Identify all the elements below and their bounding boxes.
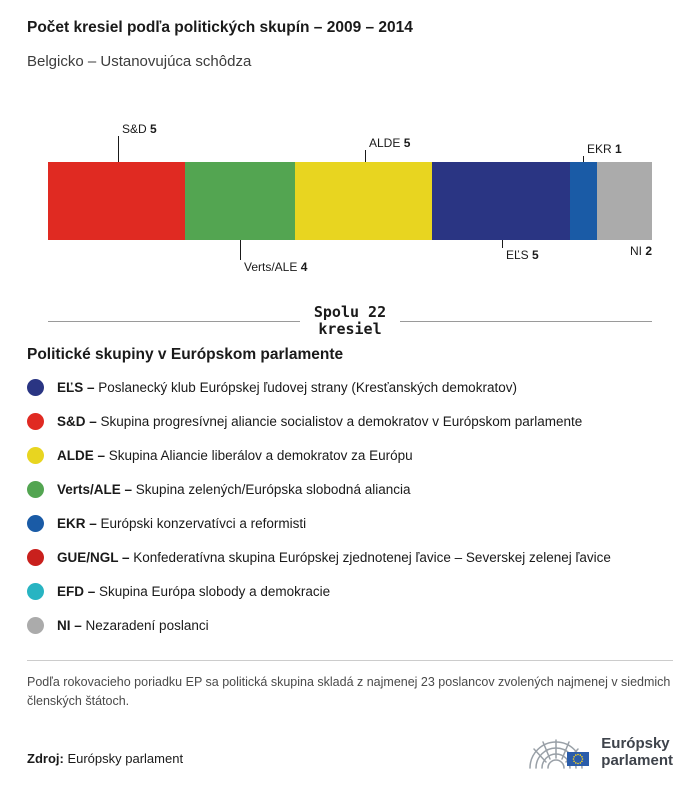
verts-ale-color-dot: [27, 480, 44, 498]
bar-segment-alde: [295, 162, 433, 240]
callout-ekr-line: [583, 156, 584, 162]
ep-logo-text-line1: Európsky: [601, 734, 670, 752]
gue-ngl-color-dot: [27, 548, 44, 566]
total-seats-line1: Spolu 22: [313, 303, 387, 321]
callout-ekr-label: EKR 1: [587, 142, 622, 156]
callout-verts-ale-label: Verts/ALE 4: [244, 260, 308, 274]
legend-item-ni: NI – Nezaradení poslanci: [27, 608, 673, 642]
bottom-row: Zdroj: Európsky parlament: [27, 732, 673, 772]
ep-logo-text-line2: parlament: [601, 751, 673, 769]
callout-ni-label: NI 2: [629, 244, 652, 258]
legend-item-alde: ALDE – Skupina Aliancie liberálov a demo…: [27, 438, 673, 472]
stacked-bar: [48, 162, 652, 240]
legend-item-text: GUE/NGL – Konfederatívna skupina Európsk…: [57, 549, 611, 565]
source-line: Zdroj: Európsky parlament: [27, 751, 183, 766]
callout-els-label: EĽS 5: [506, 248, 539, 262]
source-value: Európsky parlament: [67, 750, 184, 766]
total-seats-line2: kresiel: [318, 320, 382, 338]
seats-chart: S&D 5 ALDE 5 EKR 1 Verts/ALE 4 EĽS 5 NI …: [48, 120, 652, 290]
bar-segment-ni: [597, 162, 652, 240]
legend-item-verts-ale: Verts/ALE – Skupina zelených/Európska sl…: [27, 472, 673, 506]
legend-item-text: EKR – Európski konzervatívci a reformist…: [57, 515, 307, 531]
legend: Politické skupiny v Európskom parlamente…: [27, 346, 673, 642]
legend-item-els: EĽS – Poslanecký klub Európskej ľudovej …: [27, 370, 673, 404]
legend-item-sd: S&D – Skupina progresívnej aliancie soci…: [27, 404, 673, 438]
legend-item-efd: EFD – Skupina Európa slobody a demokraci…: [27, 574, 673, 608]
callout-alde: ALDE 5: [365, 136, 410, 162]
divider-line-right: [400, 320, 652, 322]
total-seats-divider: Spolu 22 kresiel: [48, 304, 652, 338]
callout-verts-ale-line: [240, 240, 241, 260]
bar-segment-s-d: [48, 162, 186, 240]
callout-verts-ale: Verts/ALE 4: [240, 240, 307, 274]
page-title: Počet kresiel podľa politických skupín –…: [27, 19, 413, 36]
callout-alde-line: [365, 150, 366, 162]
els-color-dot: [27, 378, 44, 396]
footer-divider: [27, 660, 673, 661]
footnote: Podľa rokovacieho poriadku EP sa politic…: [27, 675, 671, 709]
header: Počet kresiel podľa politických skupín –…: [0, 0, 700, 71]
callout-sd: S&D 5: [118, 122, 157, 162]
total-seats-label: Spolu 22 kresiel: [310, 304, 390, 338]
page-subtitle: Belgicko – Ustanovujúca schôdza: [27, 53, 252, 70]
bar-segment-ekr: [569, 162, 598, 240]
legend-item-text: EĽS – Poslanecký klub Európskej ľudovej …: [57, 379, 517, 395]
legend-item-text: S&D – Skupina progresívnej aliancie soci…: [57, 413, 583, 429]
callout-sd-label: S&D 5: [122, 122, 157, 136]
callout-ekr: EKR 1: [583, 142, 622, 162]
callout-els-line: [502, 240, 503, 248]
legend-item-text: Verts/ALE – Skupina zelených/Európska sl…: [57, 481, 411, 497]
eu-flag-icon: [567, 751, 590, 766]
divider-line-left: [48, 320, 300, 322]
alde-color-dot: [27, 446, 44, 464]
ep-hemicycle-icon: [529, 739, 590, 769]
callout-sd-line: [118, 136, 119, 162]
legend-title: Politické skupiny v Európskom parlamente: [27, 346, 344, 363]
ekr-color-dot: [27, 514, 44, 532]
legend-item-gue-ngl: GUE/NGL – Konfederatívna skupina Európsk…: [27, 540, 673, 574]
bar-segment-e-s: [432, 162, 570, 240]
sd-color-dot: [27, 412, 44, 430]
callout-els: EĽS 5: [502, 240, 539, 262]
callout-ni: NI 2: [630, 244, 652, 258]
source-label: Zdroj:: [27, 750, 64, 766]
callout-alde-label: ALDE 5: [369, 136, 411, 150]
ep-logo-text: Európsky parlament: [601, 735, 673, 769]
legend-item-text: NI – Nezaradení poslanci: [57, 617, 209, 633]
legend-item-text: ALDE – Skupina Aliancie liberálov a demo…: [57, 447, 413, 463]
bar-segment-verts-ale: [185, 162, 296, 240]
legend-item-ekr: EKR – Európski konzervatívci a reformist…: [27, 506, 673, 540]
ni-color-dot: [27, 616, 44, 634]
legend-item-text: EFD – Skupina Európa slobody a demokraci…: [57, 583, 331, 599]
ep-logo: Európsky parlament: [521, 732, 673, 772]
efd-color-dot: [27, 582, 44, 600]
legend-list: EĽS – Poslanecký klub Európskej ľudovej …: [27, 370, 673, 642]
